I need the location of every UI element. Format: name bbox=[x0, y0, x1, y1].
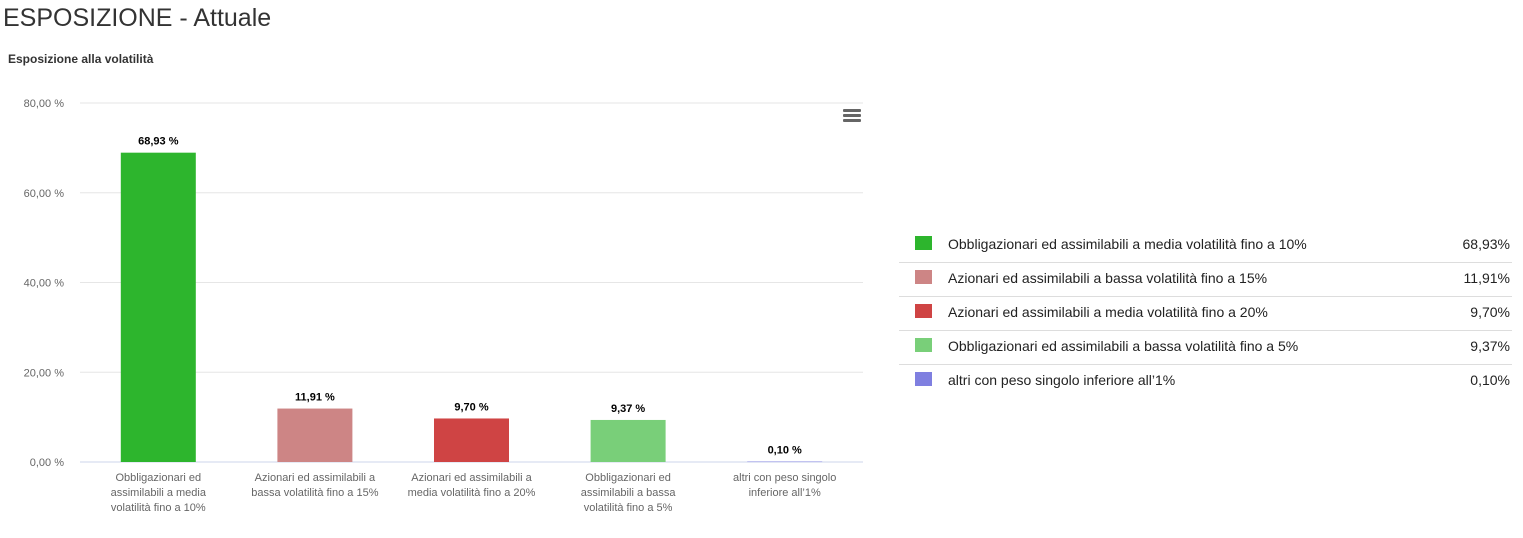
chart-menu-button[interactable] bbox=[840, 106, 864, 126]
legend-value: 0,10% bbox=[1470, 372, 1510, 388]
y-tick-label: 60,00 % bbox=[24, 188, 65, 200]
bar bbox=[434, 418, 509, 462]
chart-subtitle: Esposizione alla volatilità bbox=[8, 52, 154, 66]
x-tick-label: Azionari ed assimilabili a bbox=[411, 472, 532, 484]
legend-row: altri con peso singolo inferiore all’1% 0… bbox=[899, 365, 1512, 398]
data-labels: 68,93 % 11,91 % 9,70 % 9,37 % 0,10 % bbox=[138, 136, 802, 457]
data-label: 0,10 % bbox=[768, 445, 802, 457]
x-tick-label: Azionari ed assimilabili a bbox=[255, 472, 376, 484]
legend-swatch bbox=[915, 270, 932, 284]
legend-value: 68,93% bbox=[1462, 236, 1510, 252]
bars bbox=[120, 152, 823, 463]
legend-value: 9,70% bbox=[1470, 304, 1510, 320]
data-label: 68,93 % bbox=[138, 136, 179, 148]
legend-value: 9,37% bbox=[1470, 338, 1510, 354]
page-title: ESPOSIZIONE - Attuale bbox=[3, 4, 272, 32]
x-tick-label: media volatilità fino a 20% bbox=[408, 487, 536, 499]
legend-label: Obbligazionari ed assimilabili a bassa v… bbox=[948, 338, 1299, 354]
y-tick-label: 0,00 % bbox=[30, 457, 64, 469]
legend-value: 11,91% bbox=[1463, 270, 1510, 286]
bar bbox=[120, 152, 196, 462]
bar bbox=[277, 408, 353, 462]
x-tick-label: volatilità fino a 5% bbox=[584, 502, 673, 514]
data-label: 9,70 % bbox=[454, 401, 488, 413]
legend-swatch bbox=[915, 372, 932, 386]
x-tick-label: bassa volatilità fino a 15% bbox=[251, 487, 378, 499]
legend-row: Obbligazionari ed assimilabili a media v… bbox=[899, 229, 1512, 263]
legend-label: altri con peso singolo inferiore all’1% bbox=[948, 372, 1176, 388]
y-axis-ticks: 0,00 % 20,00 % 40,00 % 60,00 % 80,00 % bbox=[24, 98, 65, 469]
x-axis-ticks: Obbligazionari ed assimilabili a media vol… bbox=[111, 472, 837, 514]
y-tick-label: 20,00 % bbox=[24, 367, 65, 379]
x-tick-label: Obbligazionari ed bbox=[115, 472, 201, 484]
x-tick-label: assimilabili a bassa bbox=[581, 487, 677, 499]
legend-swatch bbox=[915, 338, 932, 352]
data-label: 9,37 % bbox=[611, 403, 645, 415]
legend-label: Azionari ed assimilabili a bassa volatil… bbox=[948, 270, 1268, 286]
x-tick-label: inferiore all’1% bbox=[749, 487, 821, 499]
legend-table: Obbligazionari ed assimilabili a media v… bbox=[899, 229, 1512, 398]
bar bbox=[747, 461, 823, 463]
legend-row: Azionari ed assimilabili a bassa volatil… bbox=[899, 263, 1512, 297]
x-tick-label: assimilabili a media bbox=[111, 487, 207, 499]
legend-label: Azionari ed assimilabili a media volatil… bbox=[948, 304, 1268, 320]
legend-swatch bbox=[915, 236, 932, 250]
legend-row: Obbligazionari ed assimilabili a bassa v… bbox=[899, 331, 1512, 365]
bar bbox=[590, 419, 666, 462]
y-tick-label: 80,00 % bbox=[24, 98, 65, 110]
data-label: 11,91 % bbox=[295, 392, 335, 404]
x-tick-label: altri con peso singolo bbox=[733, 472, 836, 484]
x-tick-label: volatilità fino a 10% bbox=[111, 502, 206, 514]
legend-swatch bbox=[915, 304, 932, 318]
legend-label: Obbligazionari ed assimilabili a media v… bbox=[948, 236, 1307, 252]
x-tick-label: Obbligazionari ed bbox=[585, 472, 671, 484]
bar-chart: 0,00 % 20,00 % 40,00 % 60,00 % 80,00 % 68,93… bbox=[24, 98, 863, 514]
legend-row: Azionari ed assimilabili a media volatil… bbox=[899, 297, 1512, 331]
y-tick-label: 40,00 % bbox=[24, 278, 65, 290]
